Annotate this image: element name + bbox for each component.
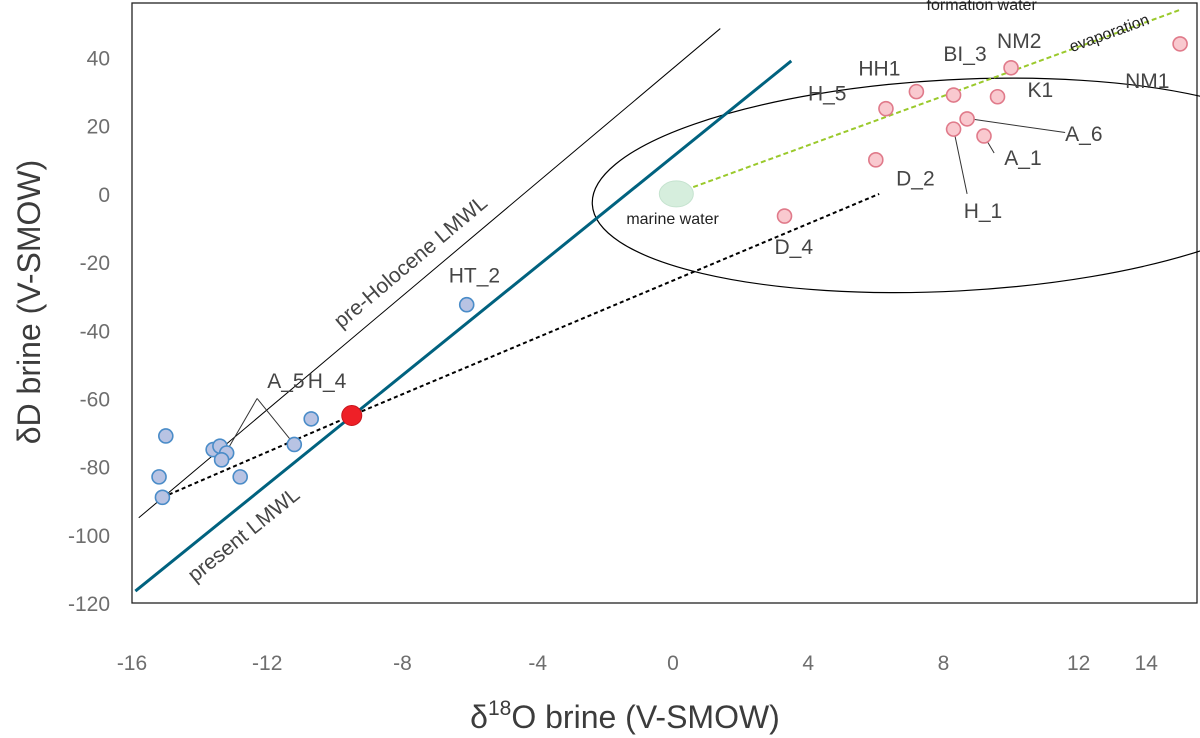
blue-data-point xyxy=(213,452,230,468)
y-tick-label: -20 xyxy=(80,252,110,275)
pink-data-point xyxy=(908,83,925,100)
plot-frame xyxy=(131,2,1198,604)
annotation-h-4: H_4 xyxy=(308,370,347,393)
y-tick-label: 0 xyxy=(98,184,110,207)
y-tick-label: -100 xyxy=(68,525,110,548)
annotation-a-1: A_1 xyxy=(1004,147,1041,170)
x-tick-label: -12 xyxy=(252,652,282,675)
point-label-nm2: NM2 xyxy=(997,30,1041,53)
annotation-h-1: H_1 xyxy=(964,200,1003,223)
x-tick-label: 4 xyxy=(802,652,814,675)
pink-data-point xyxy=(868,152,884,168)
y-tick-label: -120 xyxy=(68,593,110,616)
pink-data-point xyxy=(945,87,962,103)
y-tick-label: -80 xyxy=(80,457,110,480)
pink-data-point xyxy=(1003,59,1019,76)
blue-data-point xyxy=(458,296,475,313)
blue-data-point xyxy=(158,428,174,444)
y-tick-label: 20 xyxy=(87,116,110,139)
leader-lines-group xyxy=(221,118,1066,461)
x-axis-title: δ18O brine (V-SMOW) xyxy=(470,697,780,735)
pink-data-point xyxy=(1172,36,1188,52)
blue-data-point xyxy=(232,469,248,485)
pink-data-point xyxy=(976,128,992,144)
data-points-group xyxy=(151,36,1188,506)
evaporation-label: evaporation xyxy=(1067,11,1151,56)
pink-data-point xyxy=(945,121,962,137)
marine-water-label: marine water xyxy=(626,211,719,228)
pink-data-point xyxy=(776,208,793,224)
pink-data-point xyxy=(878,100,894,117)
x-axis-title-prefix: δ xyxy=(470,699,488,735)
x-tick-label: 0 xyxy=(667,652,679,675)
x-tick-label: -16 xyxy=(117,652,147,675)
annotation-formation-water: formation water xyxy=(927,0,1038,14)
point-label-h-5: H_5 xyxy=(808,83,847,106)
marine-water-marker xyxy=(658,180,694,208)
point-label-ht-2: HT_2 xyxy=(449,265,500,288)
annotation-d-2: D_2 xyxy=(896,167,935,190)
annotation-a-6: A_6 xyxy=(1065,123,1102,146)
point-label-hh1: HH1 xyxy=(858,58,900,81)
tick-labels-group: -16 -12 -8 -4 0 4 8 12 1440200-20-40-60-80-100-1… xyxy=(68,48,1158,675)
x-axis-title-superscript: 18 xyxy=(488,697,511,720)
leader-line xyxy=(953,129,968,195)
evaporation-line xyxy=(692,8,1181,189)
y-tick-label: -60 xyxy=(80,388,110,411)
x-tick-label: -8 xyxy=(393,652,412,675)
point-label-d-4: D_4 xyxy=(775,236,814,259)
pink-data-point xyxy=(959,111,975,127)
x-tick-label: 14 xyxy=(1135,652,1159,675)
formation-water-ellipse-group xyxy=(591,77,1200,294)
pink-data-point xyxy=(989,88,1006,105)
y-tick-label: 40 xyxy=(87,48,110,71)
present-lmwl-label: present LMWL xyxy=(184,483,305,587)
x-tick-label: 12 xyxy=(1067,652,1090,675)
blue-data-point xyxy=(154,489,171,506)
mixing-endmember-point xyxy=(341,405,363,426)
annotation-bi-3: BI_3 xyxy=(943,43,986,66)
x-axis-title-rest: O brine (V-SMOW) xyxy=(511,699,779,735)
x-tick-label: 8 xyxy=(938,652,950,675)
y-tick-label: -40 xyxy=(80,320,110,343)
leader-line xyxy=(256,398,295,445)
mixing-line xyxy=(162,192,880,499)
blue-data-point xyxy=(151,469,167,485)
annotation-a-5: A_5 xyxy=(267,370,304,393)
point-label-nm1: NM1 xyxy=(1125,70,1169,93)
blue-data-point xyxy=(303,411,319,427)
present-lmwl-line xyxy=(134,59,793,593)
leader-line xyxy=(970,118,1066,134)
point-label-k1: K1 xyxy=(1028,79,1054,102)
formation-water-ellipse xyxy=(591,77,1200,294)
y-axis-title: δD brine (V-SMOW) xyxy=(11,160,47,445)
blue-data-point xyxy=(286,436,303,453)
x-tick-label: -4 xyxy=(528,652,547,675)
